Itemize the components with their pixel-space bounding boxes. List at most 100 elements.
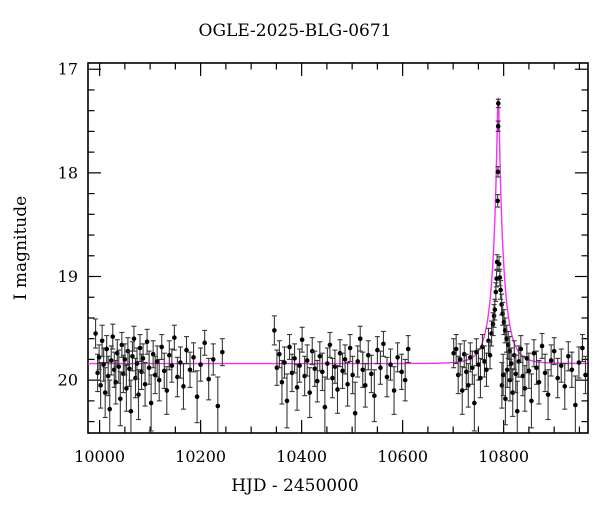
data-point xyxy=(551,337,557,366)
data-point xyxy=(294,364,300,411)
point-marker xyxy=(555,375,560,381)
data-point xyxy=(465,363,471,408)
plot-frame xyxy=(87,62,589,434)
data-point xyxy=(206,357,212,401)
tick-labels: 10000 10200 10400 10600 10800 17 18 19 20 xyxy=(58,60,529,466)
point-marker xyxy=(292,356,297,361)
point-marker xyxy=(159,344,165,350)
point-marker xyxy=(317,354,323,359)
point-marker xyxy=(95,370,100,376)
point-marker xyxy=(320,369,325,375)
point-marker xyxy=(566,354,571,359)
x-tick-label: 10000 xyxy=(74,447,125,466)
point-marker xyxy=(154,359,160,364)
point-marker xyxy=(107,406,113,412)
data-point xyxy=(524,343,530,374)
point-marker xyxy=(98,383,103,388)
data-point xyxy=(495,120,501,132)
point-marker xyxy=(181,384,186,389)
data-point xyxy=(582,355,588,395)
point-marker xyxy=(119,342,125,348)
point-marker xyxy=(345,381,350,387)
point-marker xyxy=(484,367,489,373)
data-point xyxy=(131,325,137,352)
data-point xyxy=(304,344,310,377)
data-point xyxy=(154,345,160,378)
point-marker xyxy=(330,375,335,381)
data-point xyxy=(93,318,99,349)
point-marker xyxy=(279,379,285,385)
point-marker xyxy=(500,372,506,378)
point-marker xyxy=(388,362,393,367)
data-point xyxy=(166,340,172,371)
point-marker xyxy=(134,361,140,366)
point-marker xyxy=(96,355,102,360)
point-marker xyxy=(399,369,404,375)
point-marker xyxy=(327,342,333,348)
point-marker xyxy=(152,372,158,378)
data-point xyxy=(292,343,298,374)
data-points xyxy=(93,98,588,433)
data-point xyxy=(113,359,119,405)
data-point xyxy=(329,357,335,399)
point-marker xyxy=(350,372,355,378)
data-point xyxy=(347,333,353,363)
data-point xyxy=(510,368,516,417)
data-point xyxy=(317,341,323,372)
data-point xyxy=(457,343,463,376)
data-point xyxy=(281,346,287,379)
data-point xyxy=(548,344,554,377)
data-point xyxy=(159,333,165,360)
data-point xyxy=(565,341,571,372)
point-marker xyxy=(347,345,353,351)
point-marker xyxy=(366,352,371,358)
point-marker xyxy=(474,349,479,355)
data-point xyxy=(198,347,204,382)
data-point xyxy=(342,344,348,375)
data-point xyxy=(299,326,305,353)
point-marker xyxy=(124,386,129,391)
data-point xyxy=(148,374,154,432)
data-point xyxy=(271,315,277,346)
point-marker xyxy=(558,363,564,368)
point-marker xyxy=(492,307,498,312)
data-point xyxy=(453,333,459,365)
data-point xyxy=(102,367,108,419)
data-point xyxy=(536,359,542,405)
point-marker xyxy=(534,365,539,371)
point-marker xyxy=(304,358,310,363)
point-marker xyxy=(536,379,542,385)
data-point xyxy=(215,376,221,433)
point-marker xyxy=(175,374,180,380)
point-marker xyxy=(274,365,280,371)
data-point xyxy=(562,363,568,410)
point-marker xyxy=(576,360,582,365)
point-marker xyxy=(297,363,302,368)
point-marker xyxy=(518,346,524,352)
point-marker xyxy=(360,367,366,373)
point-marker xyxy=(146,365,152,371)
point-marker xyxy=(282,360,287,365)
data-point xyxy=(171,324,177,351)
point-marker xyxy=(142,381,148,387)
y-tick-label: 19 xyxy=(58,267,78,286)
data-point xyxy=(169,348,175,383)
data-point xyxy=(355,345,361,378)
point-marker xyxy=(202,340,207,346)
y-tick-label: 18 xyxy=(58,163,78,182)
data-point xyxy=(365,340,371,371)
data-point xyxy=(395,342,401,373)
point-marker xyxy=(220,349,225,355)
point-marker xyxy=(302,373,307,379)
data-point xyxy=(274,349,280,386)
data-point xyxy=(495,166,501,178)
point-marker xyxy=(122,357,128,362)
data-point xyxy=(542,353,548,393)
data-point xyxy=(332,349,338,384)
point-marker xyxy=(312,366,318,372)
data-point xyxy=(107,379,113,433)
data-point xyxy=(405,335,411,364)
data-point xyxy=(350,355,356,395)
data-point xyxy=(337,339,343,368)
